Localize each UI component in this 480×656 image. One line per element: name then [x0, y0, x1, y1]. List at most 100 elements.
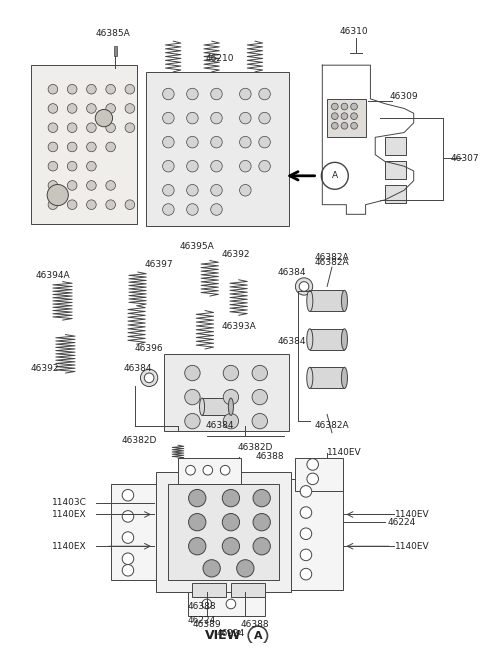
Circle shape	[187, 136, 198, 148]
Bar	[310, 367, 345, 388]
Circle shape	[203, 465, 213, 475]
Circle shape	[351, 123, 358, 129]
Bar	[114, 46, 118, 56]
Bar	[164, 354, 288, 431]
Circle shape	[163, 184, 174, 196]
Circle shape	[237, 560, 254, 577]
Text: 1140EV: 1140EV	[395, 510, 429, 519]
Text: 46388: 46388	[240, 620, 269, 628]
Text: 46384: 46384	[205, 421, 234, 430]
Circle shape	[125, 104, 135, 113]
Circle shape	[253, 537, 270, 555]
Text: 1140EX: 1140EX	[52, 510, 86, 519]
Text: VIEW: VIEW	[205, 629, 241, 642]
Bar	[310, 291, 345, 312]
Circle shape	[351, 113, 358, 119]
Circle shape	[48, 161, 58, 171]
Text: 46384: 46384	[123, 363, 152, 373]
Text: 46395A: 46395A	[180, 241, 215, 251]
Bar	[31, 65, 137, 224]
Circle shape	[48, 104, 58, 113]
Circle shape	[300, 485, 312, 497]
Circle shape	[253, 489, 270, 507]
Bar	[188, 592, 264, 617]
Text: 46309: 46309	[390, 92, 419, 102]
Circle shape	[252, 413, 267, 429]
Circle shape	[67, 104, 77, 113]
Text: 46393A: 46393A	[221, 322, 256, 331]
Bar	[310, 329, 345, 350]
Circle shape	[259, 89, 270, 100]
Circle shape	[125, 85, 135, 94]
Circle shape	[307, 459, 318, 470]
Circle shape	[211, 161, 222, 172]
Circle shape	[67, 142, 77, 152]
Circle shape	[189, 514, 206, 531]
Circle shape	[240, 112, 251, 124]
Circle shape	[187, 161, 198, 172]
Text: 46382D: 46382D	[122, 436, 157, 445]
Bar	[385, 186, 406, 203]
Bar	[202, 398, 231, 415]
Circle shape	[86, 161, 96, 171]
Circle shape	[122, 565, 134, 576]
Bar	[146, 72, 288, 226]
Text: 46310: 46310	[340, 27, 368, 36]
Circle shape	[341, 103, 348, 110]
Circle shape	[252, 365, 267, 380]
Circle shape	[67, 180, 77, 190]
Circle shape	[341, 123, 348, 129]
Text: 46397: 46397	[144, 260, 173, 269]
Circle shape	[187, 184, 198, 196]
Circle shape	[259, 136, 270, 148]
Circle shape	[332, 123, 338, 129]
Circle shape	[211, 204, 222, 215]
Circle shape	[125, 200, 135, 209]
Circle shape	[299, 281, 309, 291]
Circle shape	[185, 365, 200, 380]
Circle shape	[106, 180, 116, 190]
Ellipse shape	[200, 398, 204, 415]
Circle shape	[223, 413, 239, 429]
Circle shape	[240, 136, 251, 148]
Bar	[178, 458, 240, 483]
Circle shape	[86, 85, 96, 94]
Circle shape	[67, 161, 77, 171]
Circle shape	[67, 85, 77, 94]
Circle shape	[189, 489, 206, 507]
Ellipse shape	[307, 329, 313, 350]
Circle shape	[240, 184, 251, 196]
Circle shape	[211, 89, 222, 100]
Circle shape	[86, 123, 96, 133]
Circle shape	[122, 532, 134, 543]
Text: 46224: 46224	[217, 629, 245, 638]
Circle shape	[67, 200, 77, 209]
Text: 46382A: 46382A	[314, 253, 349, 262]
Circle shape	[163, 136, 174, 148]
Circle shape	[163, 112, 174, 124]
Bar	[156, 472, 290, 592]
Circle shape	[163, 89, 174, 100]
Circle shape	[47, 184, 68, 205]
Circle shape	[86, 142, 96, 152]
Circle shape	[307, 473, 318, 485]
Circle shape	[259, 161, 270, 172]
Text: 46388: 46388	[188, 602, 216, 611]
Text: 46224: 46224	[188, 616, 216, 625]
Circle shape	[106, 85, 116, 94]
Text: 46394A: 46394A	[36, 272, 70, 280]
Bar	[327, 99, 366, 137]
Circle shape	[106, 200, 116, 209]
Circle shape	[222, 537, 240, 555]
Text: 46396: 46396	[135, 344, 164, 354]
Circle shape	[144, 373, 154, 382]
Circle shape	[259, 112, 270, 124]
Circle shape	[189, 537, 206, 555]
Circle shape	[163, 204, 174, 215]
Text: 11403C: 11403C	[52, 499, 87, 508]
Circle shape	[122, 553, 134, 565]
Circle shape	[106, 104, 116, 113]
Circle shape	[295, 277, 312, 295]
Circle shape	[223, 365, 239, 380]
Circle shape	[185, 390, 200, 405]
